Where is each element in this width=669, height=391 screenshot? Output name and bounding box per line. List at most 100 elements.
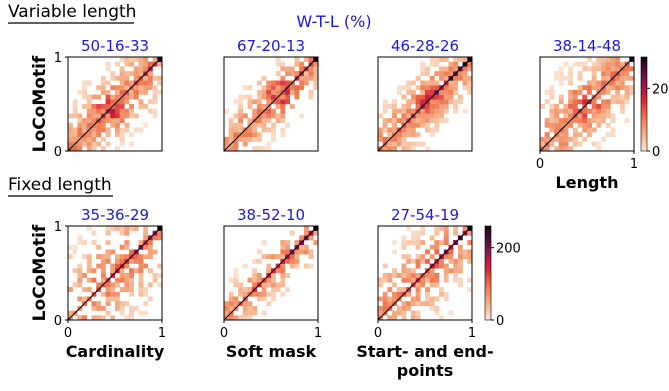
heatmap-cell: [308, 75, 314, 81]
heatmap-cell: [382, 118, 388, 123]
heatmap-cell: [129, 258, 134, 264]
heatmap-panels: 50-16-33 1 0 67-20-13 46-28-26 38-14-48 0 1 Leng…: [54, 37, 638, 380]
heatmap-cell: [119, 141, 125, 147]
heatmap-cell: [271, 273, 276, 278]
heatmap-cell: [261, 127, 267, 133]
heatmap-cell: [285, 273, 290, 278]
heatmap-cell: [587, 122, 592, 128]
heatmap-cell: [105, 258, 111, 264]
heatmap-cell: [392, 136, 397, 142]
heatmap-cell: [605, 104, 611, 109]
heatmap-cell: [434, 57, 440, 62]
heatmap-cell: [462, 57, 468, 62]
heatmap-cell: [457, 254, 463, 260]
heatmap-cell: [294, 249, 300, 255]
heatmap-cell: [420, 254, 426, 260]
heatmap-cell: [91, 132, 97, 138]
heatmap-cell: [124, 240, 130, 245]
heatmap-cell: [129, 310, 134, 316]
diagonal-line: [67, 225, 163, 321]
heatmap-cell: [77, 122, 83, 128]
heatmap-cell: [443, 89, 449, 95]
heatmap-cell: [143, 66, 149, 72]
heatmap-cell: [105, 249, 111, 255]
heatmap-cell: [577, 75, 583, 81]
heatmap-cell: [110, 226, 116, 231]
heatmap-cell: [82, 122, 87, 128]
heatmap-cell: [252, 146, 258, 152]
heatmap-cell: [415, 301, 421, 307]
heatmap-cell: [294, 57, 300, 62]
heatmap-cell: [252, 291, 258, 297]
heatmap-cell: [105, 310, 111, 316]
heatmap-cell: [271, 254, 276, 260]
heatmap-cell: [467, 254, 473, 260]
heatmap-cell: [382, 263, 388, 269]
heatmap-cell: [110, 268, 116, 274]
heatmap-cell: [100, 146, 106, 152]
heatmap-cell: [420, 258, 426, 264]
heatmap-cell: [410, 141, 416, 147]
heatmap-cell: [138, 85, 144, 91]
heatmap-cell: [601, 108, 606, 114]
heatmap-cell: [119, 244, 125, 250]
heatmap-cell: [105, 94, 111, 100]
heatmap-cell: [462, 75, 468, 81]
heatmap-cell: [434, 113, 440, 119]
heatmap-cell: [143, 61, 149, 67]
heatmap-cell: [591, 108, 597, 114]
heatmap-cell: [610, 66, 616, 72]
heatmap-cell: [82, 104, 87, 109]
heatmap-cell: [124, 282, 130, 288]
heatmap-cell: [242, 287, 248, 292]
heatmap-cell: [303, 263, 309, 269]
heatmap-cell: [86, 263, 92, 269]
heatmap-cell: [387, 315, 393, 321]
heatmap-cell: [392, 108, 397, 114]
heatmap-cell: [554, 127, 559, 133]
heatmap-cell: [91, 141, 97, 147]
heatmap-cell: [152, 249, 158, 255]
heatmap-cell: [624, 75, 630, 81]
heatmap-cell: [610, 113, 616, 119]
heatmap-cell: [415, 254, 421, 260]
heatmap-cell: [100, 85, 106, 91]
heatmap-cell: [266, 85, 272, 91]
heatmap-cell: [425, 94, 430, 100]
diagonal-line: [223, 56, 319, 152]
heatmap-cell: [133, 254, 139, 260]
heatmap-cell: [294, 263, 300, 269]
heatmap-cell: [285, 287, 290, 292]
heatmap-cell: [82, 127, 87, 133]
heatmap-panel-3: 46-28-26: [377, 37, 473, 152]
heatmap-cell: [242, 291, 248, 297]
heatmap-cell: [147, 296, 153, 302]
heatmap-cell: [233, 277, 239, 283]
heatmap-cell: [415, 263, 421, 269]
heatmap-cell: [124, 273, 130, 278]
heatmap-cell: [387, 141, 393, 147]
heatmap-cell: [610, 57, 616, 62]
heatmap-cell: [387, 273, 393, 278]
heatmap-cell: [467, 80, 473, 86]
heatmap-cell: [143, 89, 149, 95]
heatmap-cell: [596, 94, 602, 100]
axes-frame: [67, 56, 163, 152]
heatmap-cell: [100, 273, 106, 278]
heatmap-cell: [261, 254, 267, 260]
heatmap-cell: [72, 127, 78, 133]
heatmap-cell: [72, 99, 78, 105]
heatmap-cell: [429, 85, 435, 91]
heatmap-cell: [443, 268, 449, 274]
heatmap-cell: [77, 146, 83, 152]
heatmap-cell: [280, 273, 286, 278]
heatmap-cell: [420, 99, 426, 105]
heatmap-cell: [143, 244, 149, 250]
heatmap-cell: [443, 277, 449, 283]
heatmap-cell: [68, 287, 73, 292]
heatmap-cell: [129, 282, 134, 288]
heatmap-cell: [591, 66, 597, 72]
heatmap-cell: [434, 305, 440, 311]
heatmap-cell: [289, 254, 295, 260]
heatmap-cell: [624, 94, 630, 100]
